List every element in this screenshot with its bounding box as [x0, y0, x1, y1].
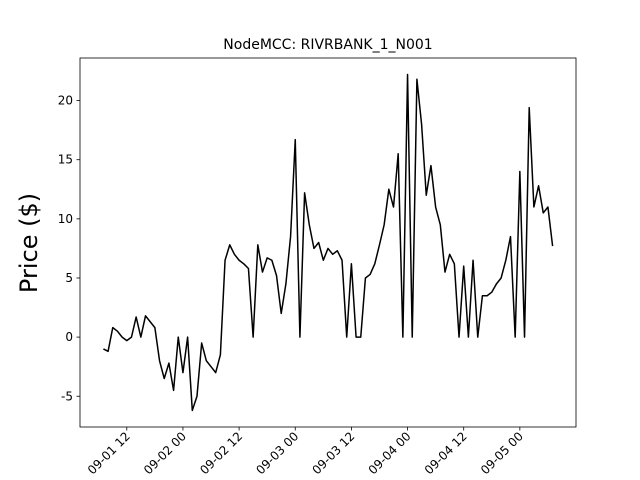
price-line: [103, 73, 554, 412]
y-axis-label: Price ($): [15, 193, 43, 293]
x-tick-label: 09-03 12: [309, 429, 357, 477]
y-tick-label: 10: [58, 212, 73, 226]
x-tick-label: 09-02 12: [197, 429, 245, 477]
plot-frame: [79, 57, 577, 428]
x-tick-label: 09-04 00: [366, 429, 414, 477]
x-tick-label: 09-04 12: [422, 429, 470, 477]
x-tick-label: 09-01 12: [85, 429, 133, 477]
chart-title: NodeMCC: RIVRBANK_1_N001: [223, 37, 432, 53]
x-tick-label: 09-02 00: [141, 429, 189, 477]
y-tick-label: 20: [58, 94, 73, 108]
y-tick-label: 5: [65, 271, 73, 285]
x-tick-label: 09-05 00: [478, 429, 526, 477]
x-tick-label: 09-03 00: [253, 429, 301, 477]
y-tick-label: -5: [61, 389, 73, 403]
y-tick-label: 0: [65, 330, 73, 344]
y-tick-label: 15: [58, 153, 73, 167]
